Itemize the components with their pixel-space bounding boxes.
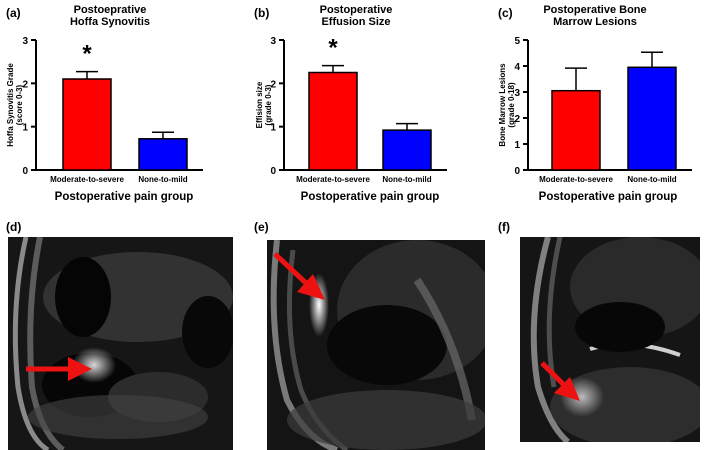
y-tick-label: 3 [514,88,520,99]
y-tick-label: 1 [514,140,520,151]
category-label: Moderate-to-severe [296,175,370,184]
y-tick-label: 2 [514,114,520,125]
chart-title-line: Marrow Lesions [553,16,637,28]
panel-label-c: (c) [498,6,513,20]
y-tick-label: 0 [514,166,520,177]
panel-label-e: (e) [254,220,269,234]
x-axis-label: Postoperative pain group [55,191,194,203]
category-label: Moderate-to-severe [50,175,124,184]
y-axis-label-line: (grade 0-18) [507,82,516,128]
mri-image-e [267,240,485,450]
y-tick-label: 0 [22,166,28,177]
category-label: None-to-mild [138,175,187,184]
y-tick-label: 1 [22,123,28,134]
mri-image-f [520,237,700,442]
y-axis-label-line: Effision size [255,81,264,128]
panel-label-a: (a) [6,6,21,20]
chart-title-line: Postoperative [320,4,393,16]
significance-marker: * [328,35,338,62]
bar-moderate-to-severe [551,89,601,171]
y-tick-label: 4 [514,62,520,73]
bar-none-to-mild [138,138,188,171]
y-tick-label: 0 [270,166,276,177]
y-axis-label-line: (grade 0-3) [264,84,273,125]
y-axis-label: Hoffa Synovitis Grade(score 0-3) [6,63,24,147]
category-label: Moderate-to-severe [539,175,613,184]
chart-title-line: Postoperative Bone [543,4,646,16]
y-tick-label: 2 [22,79,28,90]
bar-none-to-mild [627,66,677,171]
significance-marker: * [82,41,92,68]
y-tick-label: 3 [270,36,276,47]
category-label: None-to-mild [382,175,431,184]
panel-label-f: (f) [498,220,510,234]
y-axis-label: Bone Marrow Lesions(grade 0-18) [498,63,516,147]
x-axis-label: Postoperative pain group [539,191,678,203]
panel-label-d: (d) [6,220,22,234]
y-axis-label-line: (score 0-3) [15,84,24,125]
category-label: None-to-mild [627,175,676,184]
y-tick-label: 5 [514,36,520,47]
y-tick-label: 1 [270,123,276,134]
panel-label-b: (b) [254,6,270,20]
mri-image-d [8,237,233,450]
bar-moderate-to-severe [62,78,112,171]
chart-title-line: Hoffa Synovitis [70,16,150,28]
y-axis-label-line: Hoffa Synovitis Grade [6,63,15,147]
chart-title-line: Effusion Size [321,16,390,28]
y-axis-label: Effision size(grade 0-3) [255,81,273,128]
y-tick-label: 3 [22,36,28,47]
y-axis-label-line: Bone Marrow Lesions [498,63,507,147]
y-tick-label: 2 [270,79,276,90]
x-axis-label: Postoperative pain group [301,191,440,203]
chart-title-line: Postoeprative [74,4,147,16]
